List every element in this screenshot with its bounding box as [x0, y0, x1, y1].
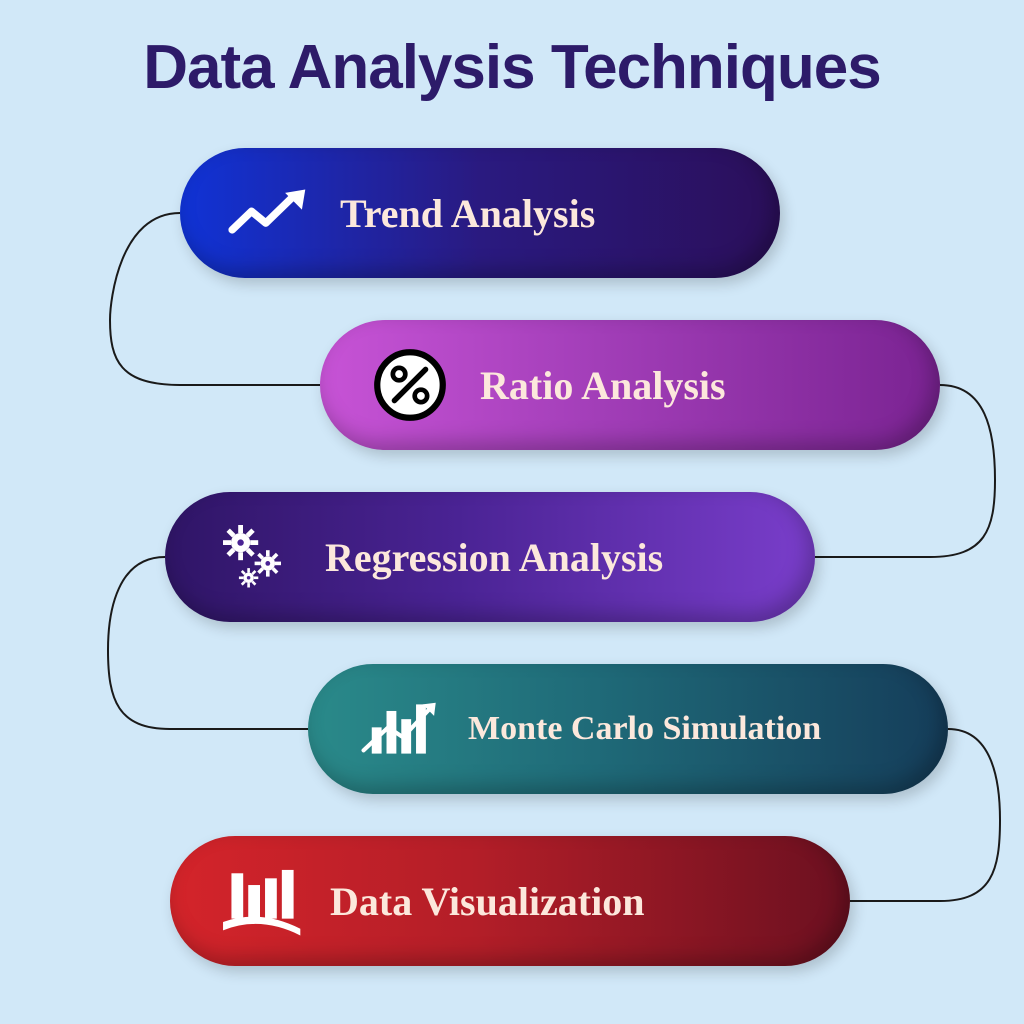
technique-label: Monte Carlo Simulation: [468, 710, 821, 748]
technique-label: Data Visualization: [330, 878, 644, 925]
gears-icon: [213, 515, 297, 599]
technique-pill-ratio: Ratio Analysis: [320, 320, 940, 450]
bars-swoosh-icon: [218, 859, 302, 943]
technique-pill-visualization: Data Visualization: [170, 836, 850, 966]
trend-arrow-icon: [228, 171, 312, 255]
technique-pill-regression: Regression Analysis: [165, 492, 815, 622]
technique-pill-trend: Trend Analysis: [180, 148, 780, 278]
technique-label: Regression Analysis: [325, 534, 663, 581]
technique-pill-montecarlo: Monte Carlo Simulation: [308, 664, 948, 794]
technique-label: Trend Analysis: [340, 190, 595, 237]
percent-circle-icon: [368, 343, 452, 427]
technique-label: Ratio Analysis: [480, 362, 726, 409]
page-title: Data Analysis Techniques: [0, 0, 1024, 103]
bars-arrow-icon: [356, 687, 440, 771]
